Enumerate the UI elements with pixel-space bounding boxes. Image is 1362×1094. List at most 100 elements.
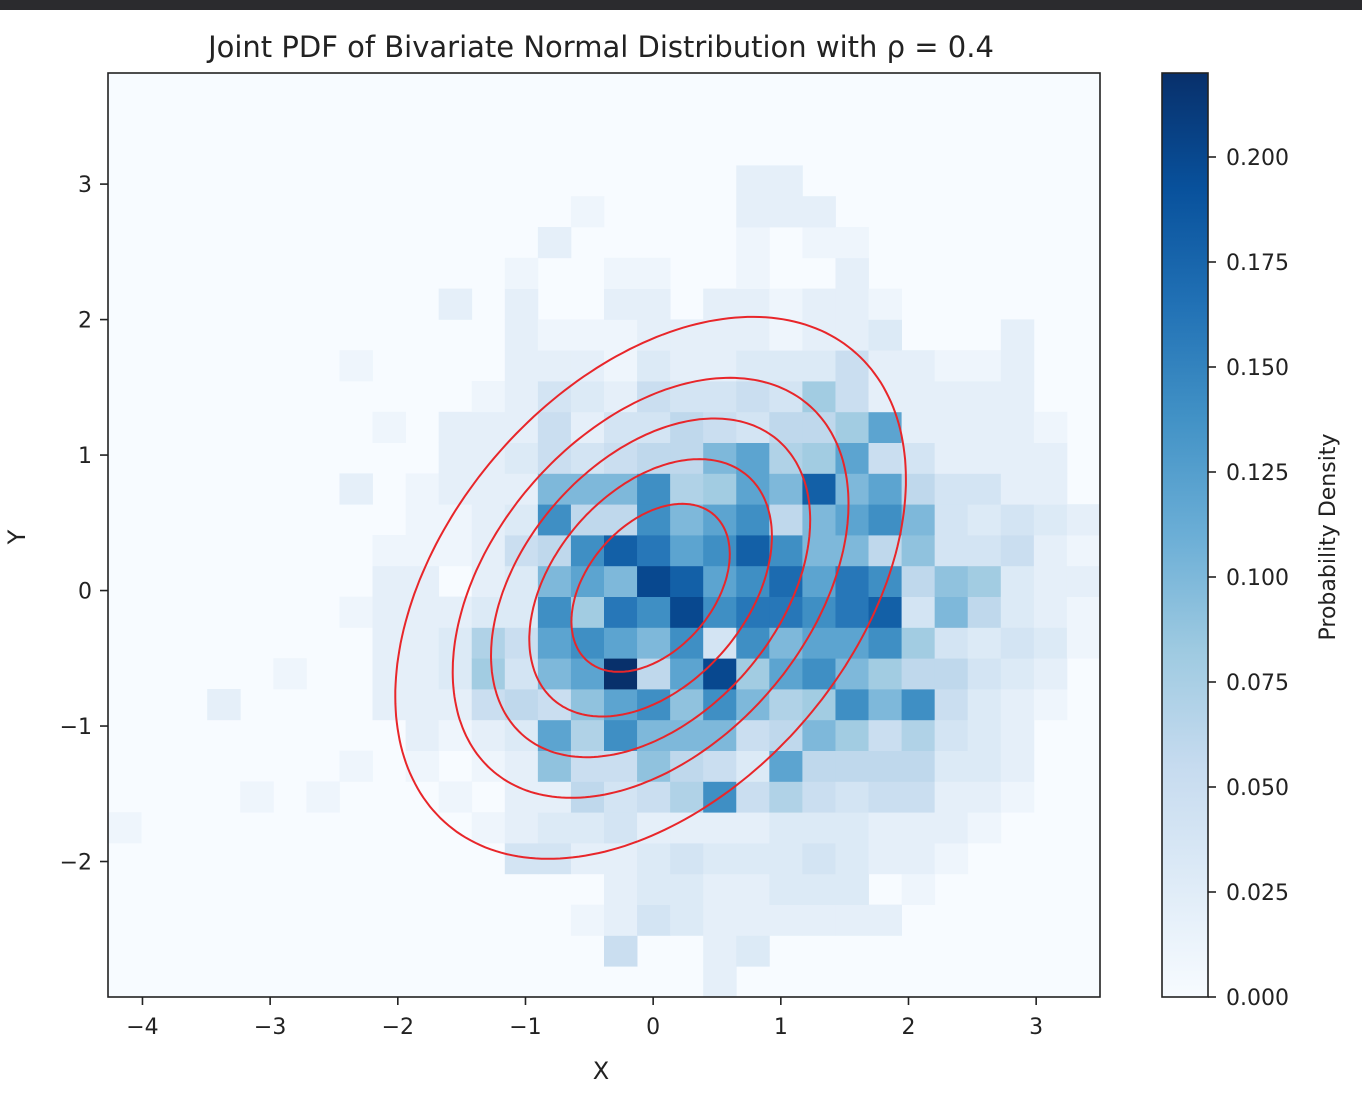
heatmap-cell xyxy=(372,411,406,443)
heatmap-cell xyxy=(967,442,1002,474)
heatmap-cell xyxy=(1033,565,1068,597)
heatmap-cell xyxy=(835,473,869,505)
heatmap-cell xyxy=(306,781,340,813)
heatmap-cell xyxy=(934,750,969,782)
heatmap-cell xyxy=(537,227,572,259)
heatmap-cell xyxy=(438,596,473,628)
colorbar-tick-label: 0.000 xyxy=(1226,986,1289,1011)
heatmap-cell xyxy=(504,319,539,351)
heatmap-cell xyxy=(504,565,539,597)
heatmap-cell xyxy=(703,411,737,443)
colorbar-label: Probability Density xyxy=(1316,434,1341,641)
heatmap-cell xyxy=(769,319,803,351)
x-tick-label: −2 xyxy=(382,1015,414,1040)
heatmap-cell xyxy=(802,442,836,474)
heatmap-cell xyxy=(769,781,803,813)
heatmap-cell xyxy=(637,565,671,597)
contour-line xyxy=(570,502,731,673)
heatmap-cell xyxy=(835,596,869,628)
heatmap-cell xyxy=(670,535,704,567)
heatmap-cell xyxy=(967,504,1002,536)
heatmap-cell xyxy=(438,288,473,320)
heatmap-cell xyxy=(967,627,1002,659)
heatmap-cell xyxy=(570,473,605,505)
heatmap-cell xyxy=(802,843,836,875)
heatmap-cell xyxy=(769,843,803,875)
heatmap-cell xyxy=(967,411,1002,443)
heatmap-cell xyxy=(802,689,836,721)
heatmap-cell xyxy=(1000,719,1035,751)
heatmap-cell xyxy=(570,381,605,413)
heatmap-cell xyxy=(703,873,737,905)
heatmap-cell xyxy=(570,319,605,351)
heatmap-cell xyxy=(868,381,902,413)
heatmap-cell xyxy=(570,719,605,751)
heatmap-cell xyxy=(934,381,969,413)
heatmap-cell xyxy=(835,227,869,259)
heatmap-cell xyxy=(736,257,770,289)
heatmap-cell xyxy=(736,442,770,474)
heatmap-cell xyxy=(868,812,902,844)
heatmap-cell xyxy=(471,535,506,567)
heatmap-cell xyxy=(769,750,803,782)
heatmap-cell xyxy=(604,350,638,382)
heatmap-cell xyxy=(967,535,1002,567)
heatmap-cell xyxy=(769,904,803,936)
heatmap-cell xyxy=(868,288,902,320)
heatmap-cell xyxy=(703,966,737,997)
heatmap-cell xyxy=(802,350,836,382)
heatmap-cell xyxy=(604,288,638,320)
heatmap-cell xyxy=(736,319,770,351)
heatmap-cell xyxy=(537,319,572,351)
heatmap-cell xyxy=(570,411,605,443)
heatmap-cell xyxy=(967,719,1002,751)
heatmap-cell xyxy=(769,288,803,320)
heatmap-cell xyxy=(901,381,936,413)
heatmap-cell xyxy=(967,473,1002,505)
heatmap-cell xyxy=(703,288,737,320)
x-axis-ticks: −4 −3 −2 −1 0 1 2 3 xyxy=(126,997,1043,1040)
heatmap-cell xyxy=(835,288,869,320)
heatmap-cell xyxy=(471,565,506,597)
heatmap-cell xyxy=(604,627,638,659)
chart-title: Joint PDF of Bivariate Normal Distributi… xyxy=(206,30,994,64)
heatmap-cell xyxy=(604,781,638,813)
heatmap-cell xyxy=(868,904,902,936)
heatmap-cell xyxy=(934,442,969,474)
plot-frame xyxy=(107,72,1101,998)
heatmap-cell xyxy=(405,565,440,597)
heatmap-cell xyxy=(438,535,473,567)
heatmap-cell xyxy=(670,843,704,875)
heatmap-cell xyxy=(670,873,704,905)
heatmap-cell xyxy=(967,596,1002,628)
heatmap-cell xyxy=(670,719,704,751)
heatmap-cell xyxy=(703,750,737,782)
heatmap-cell xyxy=(736,627,770,659)
heatmap-cell xyxy=(504,350,539,382)
heatmap-cell xyxy=(405,473,440,505)
heatmap-cell xyxy=(736,535,770,567)
y-tick-label: −1 xyxy=(60,715,92,740)
heatmap-cell xyxy=(637,873,671,905)
heatmap-cell xyxy=(504,288,539,320)
x-tick-label: 0 xyxy=(646,1015,660,1040)
heatmap-cell xyxy=(967,350,1002,382)
heatmap-cell xyxy=(934,812,969,844)
heatmap-cell xyxy=(802,781,836,813)
x-axis-label: X xyxy=(593,1057,609,1085)
heatmap-cell xyxy=(901,565,936,597)
heatmap-cell xyxy=(570,904,605,936)
heatmap-cell xyxy=(1066,535,1100,567)
heatmap-cell xyxy=(339,596,373,628)
heatmap-cell xyxy=(1000,565,1035,597)
heatmap-cell xyxy=(537,473,572,505)
heatmap-cell xyxy=(703,719,737,751)
heatmap-cell xyxy=(934,627,969,659)
heatmap-cell xyxy=(934,689,969,721)
heatmap-cell xyxy=(604,904,638,936)
heatmap-cell xyxy=(405,750,440,782)
heatmap-cell xyxy=(769,565,803,597)
heatmap-cell xyxy=(1033,442,1068,474)
heatmap-cell xyxy=(438,411,473,443)
heatmap-cell xyxy=(802,750,836,782)
